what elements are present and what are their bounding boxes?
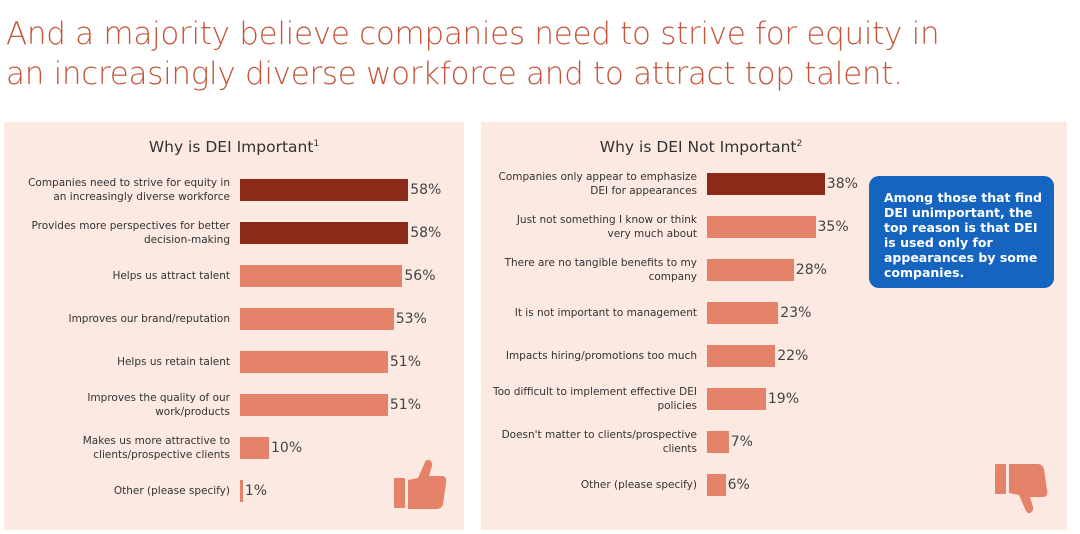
bar — [240, 179, 409, 201]
bar — [707, 388, 766, 410]
category-label: Just not something I know or think very … — [516, 214, 697, 240]
category-label: Other (please specify) — [113, 485, 230, 497]
category-label: It is not important to management — [514, 307, 697, 319]
value-label: 58% — [410, 225, 442, 241]
bar — [707, 345, 776, 367]
bar — [240, 265, 403, 287]
chart-title-not-important: Why is DEI Not Important2 — [481, 138, 921, 156]
value-label: 38% — [826, 176, 858, 192]
headline-line-1: And a majority believe companies need to… — [6, 16, 940, 52]
bar — [240, 222, 409, 244]
bar — [707, 302, 779, 324]
panel-dei-important: Why is DEI Important1 Companies need to … — [4, 122, 464, 530]
value-label: 19% — [767, 391, 800, 407]
bar-chart-important: Companies need to strive for equity in a… — [4, 122, 464, 530]
callout-box: Among those that find DEI unimportant, t… — [869, 176, 1054, 288]
headline-line-2: an increasingly diverse workforce and to… — [6, 56, 903, 92]
category-label: Improves the quality of our work/product… — [87, 392, 230, 418]
bar — [707, 474, 726, 496]
value-label: 53% — [395, 311, 427, 327]
value-label: 1% — [244, 483, 268, 499]
value-label: 51% — [389, 354, 422, 370]
bar — [240, 308, 394, 330]
value-label: 10% — [271, 440, 303, 456]
bar — [707, 216, 816, 238]
chart-title-not-important-text: Why is DEI Not Important — [599, 138, 797, 156]
chart-title-important: Why is DEI Important1 — [4, 138, 464, 156]
chart-title-important-footnote: 1 — [313, 138, 320, 149]
bar — [240, 351, 388, 373]
headline: And a majority believe companies need to… — [6, 14, 1066, 94]
category-label: Improves our brand/reputation — [68, 313, 230, 325]
value-label: 22% — [777, 348, 809, 364]
bar — [240, 480, 243, 502]
bar — [707, 259, 794, 281]
category-label: Makes us more attractive to clients/pros… — [82, 435, 230, 461]
bar — [707, 431, 729, 453]
bar-chart-not-important: Companies only appear to emphasize DEI f… — [481, 122, 1067, 530]
chart-title-not-important-footnote: 2 — [796, 138, 803, 149]
thumbs-up-icon — [394, 459, 447, 509]
bar — [240, 394, 388, 416]
chart-title-important-text: Why is DEI Important — [148, 138, 314, 156]
category-label: Companies only appear to emphasize DEI f… — [498, 171, 697, 197]
bar — [240, 437, 269, 459]
category-label: Impacts hiring/promotions too much — [505, 350, 697, 362]
category-label: Too difficult to implement effective DEI… — [492, 386, 697, 412]
value-label: 35% — [817, 219, 849, 235]
value-label: 58% — [410, 182, 442, 198]
category-label: Companies need to strive for equity in a… — [28, 177, 230, 203]
category-label: Doesn't matter to clients/prospective cl… — [501, 429, 697, 455]
category-label: Provides more perspectives for better de… — [31, 220, 231, 246]
value-label: 56% — [404, 268, 436, 284]
thumbs-down-icon — [995, 464, 1048, 514]
bar — [707, 173, 825, 195]
value-label: 23% — [780, 305, 812, 321]
category-label: Helps us attract talent — [112, 270, 230, 282]
value-label: 28% — [795, 262, 827, 278]
value-label: 51% — [389, 397, 422, 413]
value-label: 7% — [730, 434, 753, 450]
category-label: Other (please specify) — [580, 479, 697, 491]
value-label: 6% — [727, 477, 750, 493]
category-label: Helps us retain talent — [117, 356, 230, 368]
category-label: There are no tangible benefits to my com… — [504, 257, 697, 283]
